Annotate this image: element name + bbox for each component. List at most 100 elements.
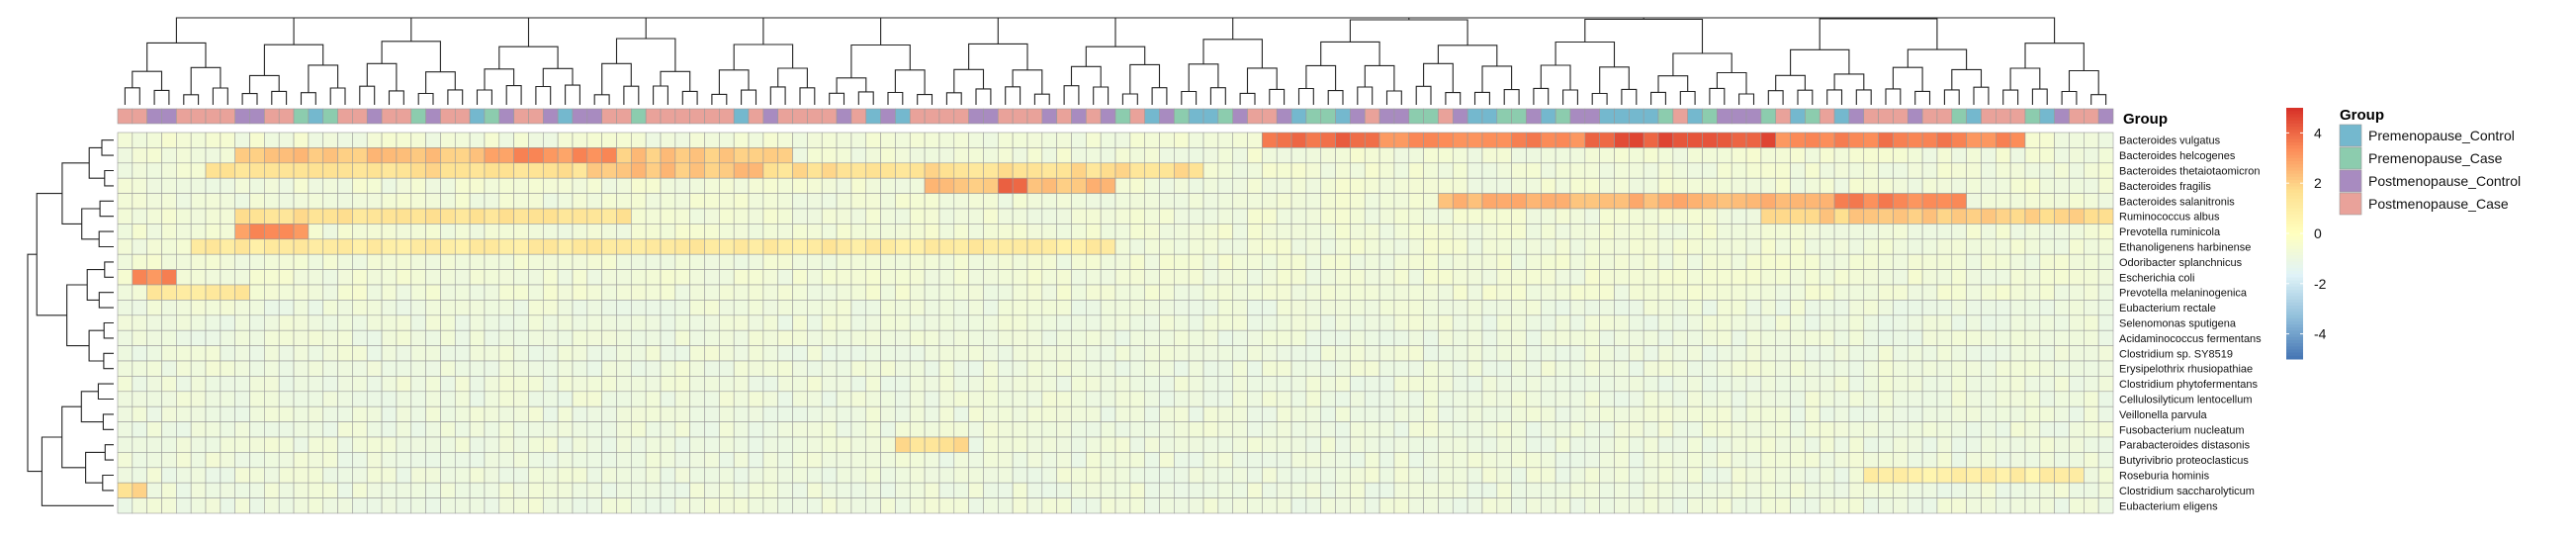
- heatmap-cell: [719, 284, 735, 301]
- heatmap-cell: [1144, 193, 1160, 210]
- heatmap-cell: [1378, 482, 1395, 498]
- heatmap-cell: [938, 376, 955, 393]
- heatmap-cell: [983, 162, 999, 179]
- heatmap-cell: [1907, 421, 1923, 438]
- heatmap-cell: [601, 360, 617, 377]
- heatmap-cell: [1614, 314, 1630, 331]
- heatmap-cell: [1496, 162, 1512, 179]
- heatmap-cell: [513, 253, 529, 270]
- heatmap-cell: [1805, 147, 1821, 164]
- heatmap-cell: [909, 224, 926, 240]
- heatmap-cell: [1790, 391, 1806, 407]
- annotation-cell: [1129, 108, 1145, 125]
- heatmap-cell: [146, 177, 162, 194]
- group-legend-swatch: [2339, 124, 2362, 147]
- heatmap-cell: [1848, 314, 1865, 331]
- heatmap-cell: [674, 284, 690, 301]
- heatmap-cell: [1174, 391, 1190, 407]
- heatmap-cell: [880, 224, 896, 240]
- heatmap-cell: [704, 436, 720, 453]
- heatmap-cell: [586, 482, 602, 498]
- heatmap-cell: [1378, 314, 1395, 331]
- heatmap-cell: [454, 329, 471, 346]
- heatmap-cell: [220, 360, 236, 377]
- heatmap-cell: [1188, 482, 1204, 498]
- heatmap-cell: [1819, 391, 1835, 407]
- heatmap-cell: [234, 329, 250, 346]
- heatmap-cell: [308, 329, 324, 346]
- heatmap-cell: [733, 162, 750, 179]
- heatmap-cell: [1599, 345, 1615, 362]
- heatmap-cell: [1717, 436, 1732, 453]
- row-label: Eubacterium rectale: [2119, 303, 2216, 314]
- heatmap-cell: [938, 452, 955, 469]
- heatmap-cell: [1775, 193, 1791, 210]
- heatmap-cell: [469, 238, 486, 255]
- heatmap-cell: [1936, 177, 1953, 194]
- heatmap-cell: [2084, 147, 2099, 164]
- heatmap-cell: [220, 345, 236, 362]
- heatmap-cell: [205, 284, 222, 301]
- heatmap-cell: [1364, 467, 1380, 484]
- heatmap-cell: [498, 497, 514, 514]
- heatmap-cell: [924, 253, 940, 270]
- heatmap-cell: [792, 421, 808, 438]
- heatmap-cell: [1672, 300, 1688, 316]
- heatmap-cell: [557, 452, 574, 469]
- heatmap-cell: [1643, 224, 1659, 240]
- heatmap-cell: [396, 162, 412, 179]
- heatmap-cell: [1496, 436, 1512, 453]
- heatmap-cell: [1026, 497, 1043, 514]
- heatmap-cell: [249, 162, 265, 179]
- heatmap-cell: [1188, 376, 1204, 393]
- heatmap-cell: [1378, 300, 1395, 316]
- heatmap-cell: [528, 467, 544, 484]
- heatmap-cell: [1466, 345, 1483, 362]
- heatmap-cell: [528, 147, 544, 164]
- heatmap-cell: [161, 497, 177, 514]
- heatmap-cell: [1159, 314, 1175, 331]
- heatmap-cell: [1672, 284, 1688, 301]
- heatmap-cell: [1159, 436, 1175, 453]
- heatmap-cell: [1071, 360, 1087, 377]
- heatmap-cell: [220, 421, 236, 438]
- heatmap-cell: [807, 162, 823, 179]
- heatmap-cell: [2069, 467, 2085, 484]
- heatmap-cell: [938, 482, 955, 498]
- heatmap-cell: [1393, 162, 1410, 179]
- heatmap-cell: [1290, 253, 1307, 270]
- heatmap-cell: [249, 436, 265, 453]
- heatmap-cell: [1966, 177, 1982, 194]
- heatmap-cell: [1951, 329, 1967, 346]
- heatmap-cell: [1188, 193, 1204, 210]
- heatmap-cell: [1452, 360, 1468, 377]
- heatmap-cell: [2097, 376, 2114, 393]
- heatmap-cell: [1569, 329, 1586, 346]
- heatmap-cell: [220, 300, 236, 316]
- heatmap-cell: [1966, 238, 1982, 255]
- heatmap-cell: [1335, 162, 1351, 179]
- heatmap-cell: [322, 193, 338, 210]
- heatmap-cell: [616, 132, 632, 148]
- heatmap-cell: [2084, 314, 2099, 331]
- heatmap-cell: [1276, 421, 1292, 438]
- heatmap-cell: [1981, 360, 1997, 377]
- heatmap-cell: [1569, 452, 1586, 469]
- annotation-cell: [1217, 108, 1234, 125]
- heatmap-cell: [1335, 300, 1351, 316]
- heatmap-cell: [498, 300, 514, 316]
- annotation-cell: [234, 108, 250, 125]
- heatmap-cell: [880, 253, 896, 270]
- heatmap-cell: [733, 467, 750, 484]
- heatmap-cell: [1554, 253, 1571, 270]
- heatmap-cell: [293, 269, 310, 286]
- heatmap-cell: [1262, 177, 1278, 194]
- heatmap-cell: [850, 452, 867, 469]
- heatmap-cell: [234, 436, 250, 453]
- heatmap-cell: [1100, 269, 1116, 286]
- heatmap-cell: [528, 436, 544, 453]
- heatmap-cell: [1981, 421, 1997, 438]
- heatmap-cell: [968, 208, 984, 224]
- heatmap-cell: [1056, 314, 1072, 331]
- heatmap-cell: [938, 162, 955, 179]
